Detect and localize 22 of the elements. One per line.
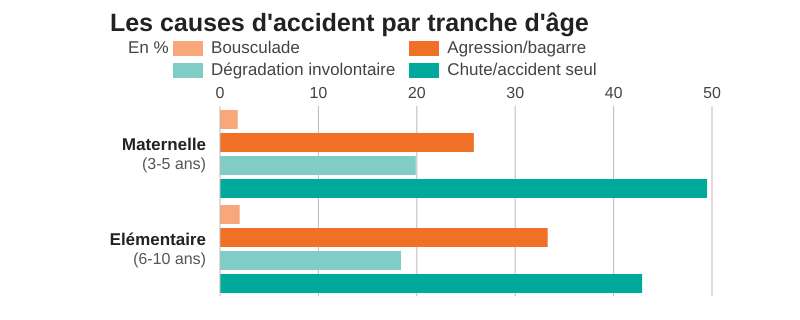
legend-label: Chute/accident seul <box>447 60 597 80</box>
bar <box>220 205 240 224</box>
x-tick-label: 10 <box>310 85 328 102</box>
x-tick-label: 20 <box>408 85 426 102</box>
legend-title: En % <box>128 38 170 59</box>
bar <box>220 156 416 175</box>
y-tick-label: Maternelle (3-5 ans) <box>122 135 206 173</box>
chart-title: Les causes d'accident par tranche d'âge <box>110 8 590 38</box>
legend-label: Dégradation involontaire <box>211 60 396 80</box>
bar <box>220 251 402 270</box>
y-tick-label: Elémentaire (6-10 ans) <box>110 230 206 268</box>
bar <box>220 133 474 152</box>
bar <box>220 110 238 129</box>
bar <box>220 179 708 198</box>
x-tick-label: 0 <box>216 85 225 102</box>
x-tick-label: 50 <box>703 85 721 102</box>
bar <box>220 228 548 247</box>
bar <box>220 274 642 293</box>
legend-label: Agression/bagarre <box>447 38 586 58</box>
x-tick-label: 30 <box>506 85 524 102</box>
legend-label: Bousculade <box>211 38 300 58</box>
x-tick-label: 40 <box>604 85 623 102</box>
